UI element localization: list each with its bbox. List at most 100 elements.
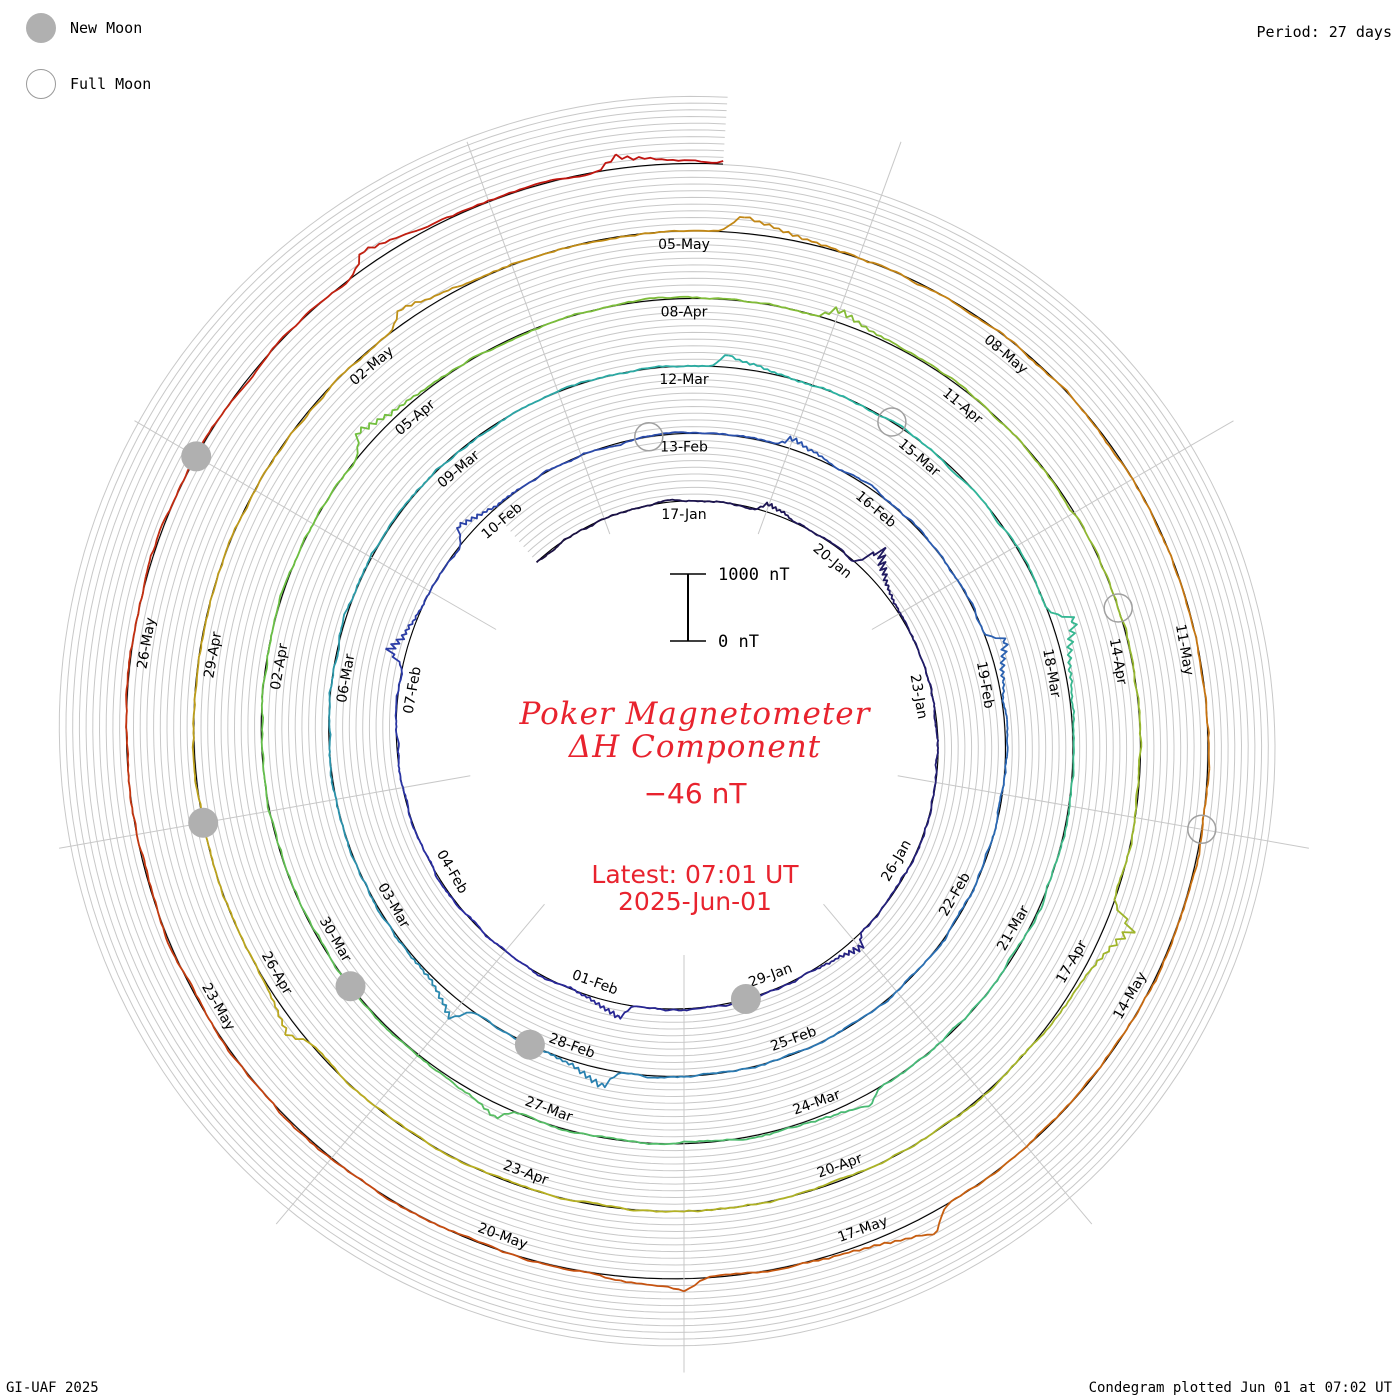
series-segment — [792, 1176, 845, 1198]
series-segment — [1056, 971, 1090, 1017]
series-segment — [519, 469, 550, 490]
series-segment — [535, 545, 559, 564]
series-segment — [971, 973, 1002, 1011]
series-segment — [333, 1067, 376, 1107]
date-label: 26-May — [134, 616, 159, 670]
series-segment — [330, 1157, 384, 1197]
series-segment — [965, 866, 984, 902]
series-segment — [230, 348, 273, 402]
series-segment — [1113, 869, 1136, 934]
full-moon-marker — [877, 407, 907, 437]
series-segment — [823, 458, 857, 478]
radial-grid-line — [897, 775, 1309, 849]
new-moon-icon — [26, 13, 56, 43]
date-label: 25-Feb — [768, 1023, 818, 1054]
date-label: 06-Mar — [334, 653, 358, 705]
series-segment — [1197, 647, 1208, 708]
series-segment — [1000, 934, 1027, 975]
date-label: 08-Apr — [661, 305, 708, 321]
series-segment — [1072, 715, 1075, 761]
series-segment — [761, 1050, 799, 1066]
series-segment — [328, 717, 332, 759]
radial-grid-line — [757, 141, 902, 535]
radial-grid-line — [59, 775, 471, 849]
series-segment — [380, 1022, 419, 1057]
date-label: 14-May — [1111, 969, 1151, 1022]
date-label: 10-Feb — [479, 500, 526, 543]
series-segment — [191, 709, 196, 767]
series-segment — [811, 385, 854, 403]
series-segment — [1169, 889, 1191, 949]
series-segment — [385, 647, 403, 688]
series-segment — [999, 641, 1009, 683]
series-segment — [518, 390, 559, 411]
series-segment — [1097, 429, 1134, 480]
series-segment — [1070, 1053, 1110, 1104]
series-segment — [241, 1066, 284, 1117]
series-segment — [868, 1071, 905, 1107]
series-segment — [511, 247, 568, 265]
series-segment — [822, 1105, 870, 1120]
series-segment — [282, 1115, 332, 1160]
series-segment — [746, 1261, 809, 1274]
series-segment — [582, 300, 634, 314]
series-segment — [959, 477, 991, 511]
series-segment — [792, 520, 818, 537]
full-moon-label: Full Moon — [70, 75, 152, 93]
series-segment — [738, 1195, 793, 1208]
date-label: 01-Feb — [570, 967, 620, 998]
new-moon-marker — [514, 1029, 545, 1060]
series-segment — [1181, 588, 1199, 648]
series-segment — [1020, 1015, 1059, 1057]
radial-grid-line — [275, 903, 545, 1225]
series-segment — [683, 216, 745, 233]
radial-grid-layer — [59, 141, 1309, 1373]
series-segment — [1108, 1002, 1144, 1056]
series-segment — [395, 721, 400, 755]
series-segment — [1000, 756, 1008, 795]
series-segment — [322, 355, 365, 398]
series-segment — [260, 713, 265, 763]
series-segment — [865, 990, 898, 1016]
series-segment — [912, 521, 938, 551]
series-segment — [615, 153, 685, 162]
series-segment — [551, 153, 617, 181]
series-segment — [775, 974, 804, 991]
radial-grid-line — [871, 420, 1234, 630]
series-segment — [738, 501, 770, 511]
series-segment — [392, 487, 420, 522]
series-segment — [588, 996, 619, 1019]
series-segment — [447, 526, 462, 563]
date-label: 05-Apr — [392, 396, 438, 438]
series-segment — [1088, 931, 1136, 973]
series-segment — [896, 963, 925, 993]
series-segment — [930, 693, 937, 724]
series-segment — [683, 1005, 716, 1012]
new-moon-marker — [335, 971, 366, 1002]
series-segment — [385, 620, 414, 650]
series-segment — [401, 285, 458, 311]
series-segment — [601, 1071, 645, 1089]
series-segment — [193, 652, 202, 710]
series-segment — [418, 458, 452, 490]
full-moon-marker — [634, 422, 664, 452]
date-label: 28-Feb — [547, 1031, 597, 1062]
series-segment — [438, 1225, 499, 1251]
series-segment — [281, 857, 301, 904]
series-segment — [892, 420, 929, 449]
series-segment — [744, 216, 803, 241]
series-segment — [285, 396, 324, 443]
legend-new-moon: New Moon — [26, 13, 142, 43]
series-segment — [971, 394, 1011, 432]
date-label: 23-Jan — [907, 673, 931, 720]
series-segment — [360, 876, 381, 915]
series-segment — [683, 354, 729, 368]
grid-layer — [58, 95, 1276, 1347]
series-segment — [483, 409, 520, 435]
series-segment — [543, 1121, 591, 1137]
series-segment — [254, 441, 287, 491]
radial-grid-line — [466, 141, 611, 535]
date-label: 02-Apr — [268, 642, 292, 691]
grid-spiral-700nT — [78, 115, 1256, 1327]
series-segment — [974, 612, 1007, 643]
